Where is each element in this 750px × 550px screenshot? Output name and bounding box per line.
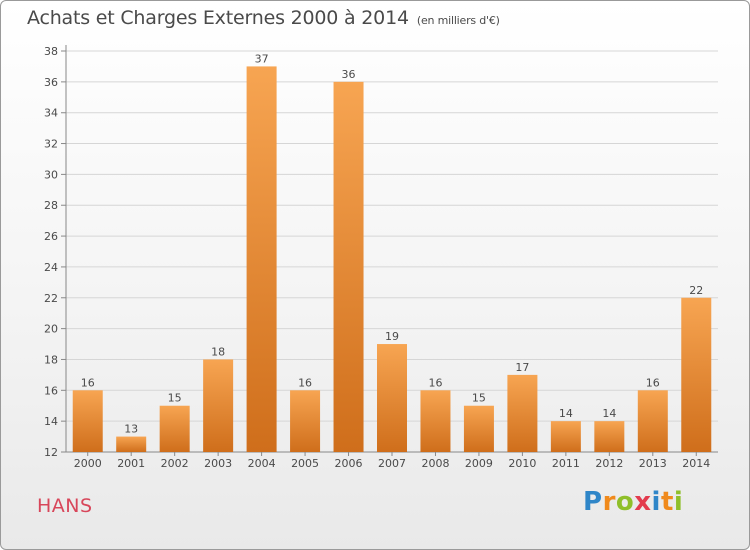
x-tick-label: 2000	[74, 457, 102, 470]
x-tick-label: 2004	[248, 457, 276, 470]
logo-letter: i	[651, 487, 661, 517]
x-tick-label: 2002	[161, 457, 189, 470]
data-label: 36	[342, 68, 356, 81]
x-tick-label: 2009	[465, 457, 493, 470]
x-tick-label: 2001	[117, 457, 145, 470]
logo-letter: x	[634, 487, 652, 517]
data-label: 14	[559, 407, 573, 420]
bar	[637, 390, 668, 452]
unit-note: (en milliers d'€)	[416, 14, 500, 27]
data-label: 17	[515, 361, 529, 374]
logo-letter: i	[673, 487, 684, 517]
y-tick-label: 22	[44, 292, 58, 305]
data-label: 22	[689, 284, 703, 297]
label-layer: 16 2000 13 2001 15 2002 18 2003 37 2004 16 2005 36 20…	[74, 52, 711, 470]
chart-title-text: Achats et Charges Externes 2000 à 2014	[27, 7, 409, 29]
y-tick-label: 18	[44, 353, 58, 366]
chart-title: Achats et Charges Externes 2000 à 2014 (e…	[27, 7, 500, 29]
bar	[550, 421, 581, 452]
y-tick-label: 32	[44, 138, 58, 151]
data-label: 16	[81, 376, 95, 389]
y-tick-label: 28	[44, 199, 58, 212]
y-tick-label: 20	[44, 323, 58, 336]
x-tick-label: 2011	[552, 457, 580, 470]
bar	[377, 344, 407, 452]
data-label: 19	[385, 330, 399, 343]
bar	[463, 405, 494, 452]
y-tick-label: 36	[44, 76, 58, 89]
bar	[333, 81, 364, 452]
bar	[116, 436, 147, 452]
data-label: 13	[124, 423, 138, 436]
bar	[203, 359, 234, 452]
bar	[159, 405, 190, 452]
x-tick-label: 2007	[378, 457, 406, 470]
data-label: 15	[168, 392, 182, 405]
y-tick-label: 30	[44, 168, 58, 181]
bar	[507, 374, 538, 452]
data-label: 18	[211, 345, 225, 358]
logo-letter: r	[602, 487, 616, 517]
y-tick-label: 38	[44, 45, 58, 58]
data-label: 16	[646, 376, 660, 389]
x-tick-label: 2010	[508, 457, 536, 470]
x-tick-label: 2003	[204, 457, 232, 470]
data-label: 16	[428, 376, 442, 389]
data-label: 14	[602, 407, 616, 420]
y-tick-label: 16	[44, 384, 58, 397]
bar	[681, 297, 712, 452]
logo-letter: P	[583, 487, 603, 517]
x-tick-label: 2014	[682, 457, 710, 470]
x-tick-label: 2006	[335, 457, 363, 470]
y-tick-label: 14	[44, 415, 58, 428]
y-tick-label: 26	[44, 230, 58, 243]
bar	[594, 421, 625, 452]
x-tick-label: 2013	[639, 457, 667, 470]
bar	[420, 390, 451, 452]
y-tick-label: 34	[44, 107, 58, 120]
proxiti-logo: Proxiti	[583, 487, 683, 517]
bar	[246, 66, 277, 452]
data-label: 15	[472, 392, 486, 405]
data-label: 16	[298, 376, 312, 389]
data-label: 37	[255, 52, 269, 65]
bar	[290, 390, 321, 452]
logo-letter: t	[660, 487, 674, 517]
x-tick-label: 2008	[421, 457, 449, 470]
commune-name: HANS	[37, 495, 93, 517]
x-tick-label: 2012	[595, 457, 623, 470]
bar	[72, 390, 103, 452]
logo-letter: o	[615, 487, 635, 517]
y-tick-label: 12	[44, 446, 58, 459]
y-tick-label: 24	[44, 261, 58, 274]
bar-layer	[72, 66, 712, 452]
x-tick-label: 2005	[291, 457, 319, 470]
